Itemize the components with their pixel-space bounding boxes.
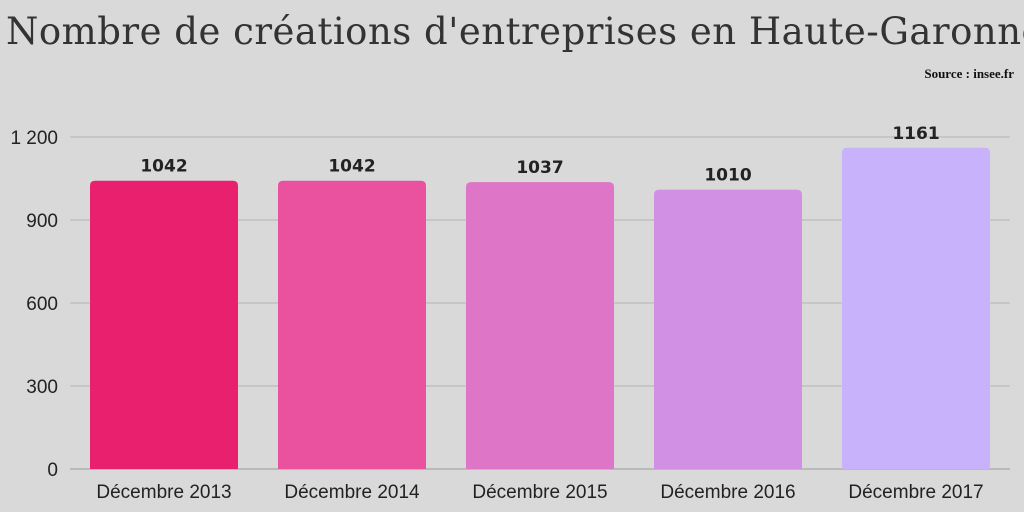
y-tick-label: 600 xyxy=(26,294,58,315)
bar xyxy=(278,180,426,470)
x-category-label: Décembre 2015 xyxy=(472,482,607,503)
x-category-label: Décembre 2014 xyxy=(284,482,420,503)
y-tick-label: 0 xyxy=(47,460,58,481)
x-category-label: Décembre 2013 xyxy=(96,482,231,503)
y-tick-label: 1 200 xyxy=(10,128,58,149)
bar xyxy=(842,147,990,470)
bar-value-label: 1010 xyxy=(704,166,751,186)
bar-value-label: 1042 xyxy=(140,157,187,177)
chart-title: Nombre de créations d'entreprises en Hau… xyxy=(6,10,1024,53)
x-category-label: Décembre 2017 xyxy=(848,482,983,503)
y-tick-label: 300 xyxy=(26,377,58,398)
x-category-label: Décembre 2016 xyxy=(660,482,795,503)
source-note: Source : insee.fr xyxy=(924,66,1014,81)
bar-value-label: 1037 xyxy=(516,158,563,178)
bar xyxy=(654,189,802,470)
bar xyxy=(466,182,614,469)
bar-value-label: 1042 xyxy=(328,157,375,177)
bar-value-label: 1161 xyxy=(892,124,939,144)
bar xyxy=(90,180,238,470)
y-tick-label: 900 xyxy=(26,211,58,232)
